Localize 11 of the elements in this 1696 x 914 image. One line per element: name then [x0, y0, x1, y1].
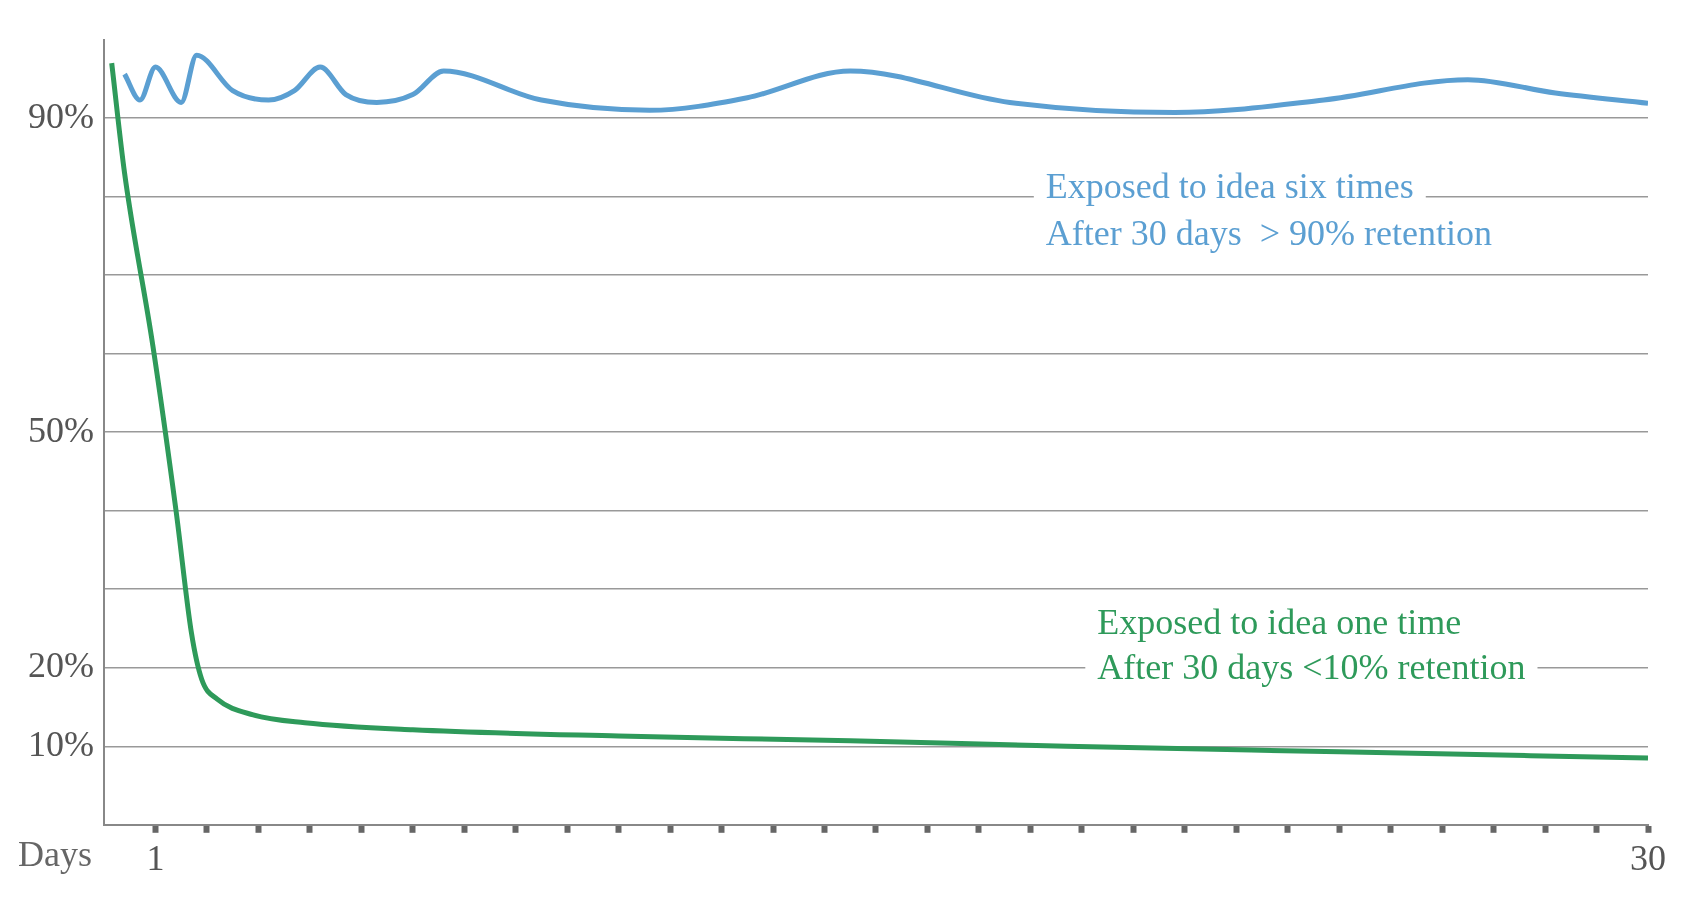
- annotation: Exposed to idea one time: [1097, 602, 1462, 643]
- x-tick-label: 30: [1630, 837, 1666, 878]
- annotation: After 30 days > 90% retention: [1045, 213, 1493, 254]
- x-axis-title: Days: [18, 834, 92, 875]
- y-tick-label: 10%: [27, 723, 94, 764]
- y-tick-label: 50%: [27, 409, 94, 450]
- y-tick-label: 90%: [27, 95, 94, 136]
- annotation: After 30 days <10% retention: [1097, 646, 1526, 687]
- annotation: Exposed to idea six times: [1045, 166, 1414, 207]
- y-tick-label: 20%: [27, 645, 94, 686]
- x-tick-label: 1: [146, 837, 165, 878]
